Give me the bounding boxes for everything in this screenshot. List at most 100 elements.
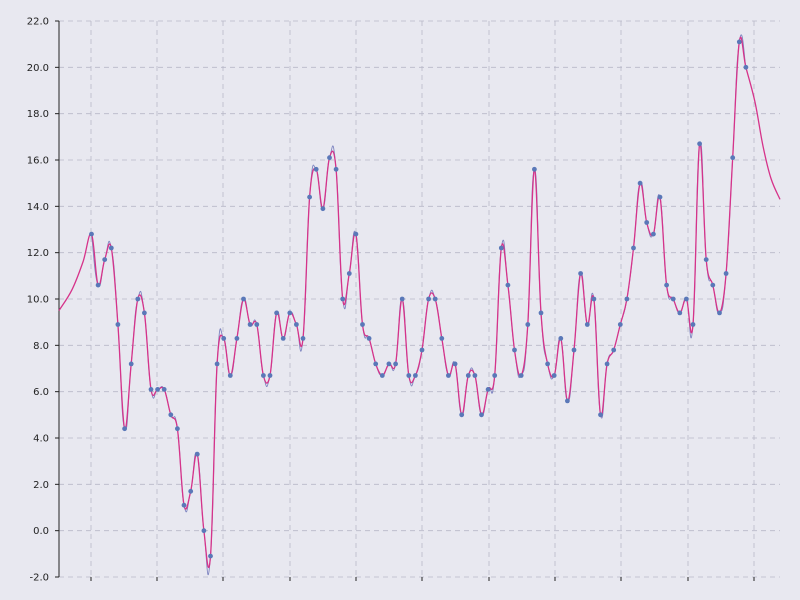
data-point	[142, 310, 147, 316]
data-point	[670, 296, 676, 302]
data-point	[161, 387, 167, 392]
data-point	[313, 166, 319, 172]
y-tick-label: -2.0	[29, 573, 49, 584]
data-point	[128, 361, 134, 367]
data-point	[446, 373, 451, 378]
data-point	[115, 322, 121, 327]
y-tick-label: 18.0	[27, 109, 49, 120]
data-point	[617, 322, 623, 327]
data-point	[584, 322, 590, 327]
data-point	[637, 180, 643, 186]
data-point	[274, 310, 279, 316]
data-point	[472, 373, 478, 378]
data-point	[631, 245, 636, 251]
data-point	[373, 361, 379, 367]
data-point	[571, 347, 577, 353]
data-point	[485, 387, 491, 392]
data-point	[102, 257, 108, 262]
data-point	[148, 387, 154, 392]
data-point	[717, 310, 722, 316]
data-point	[108, 245, 114, 251]
data-point	[320, 206, 326, 212]
data-point	[122, 426, 127, 432]
y-tick-label: 8.0	[33, 341, 49, 352]
data-point	[353, 231, 359, 237]
data-point	[439, 336, 445, 341]
data-point	[492, 373, 498, 378]
data-point	[703, 257, 709, 262]
data-point	[221, 336, 227, 341]
data-point	[479, 412, 484, 418]
y-tick-label: 20.0	[27, 63, 49, 74]
data-point	[551, 373, 557, 378]
data-point	[432, 296, 438, 302]
data-point	[234, 336, 240, 341]
data-point	[267, 373, 273, 378]
data-point	[214, 361, 220, 367]
data-point	[743, 64, 749, 70]
data-point	[565, 398, 570, 404]
data-point	[512, 347, 517, 353]
data-point	[307, 194, 312, 200]
data-point	[518, 373, 524, 378]
data-point	[287, 310, 293, 316]
y-tick-label: 22.0	[27, 17, 49, 28]
data-point	[261, 373, 266, 378]
data-point	[168, 412, 174, 418]
data-point	[624, 296, 630, 302]
data-point	[201, 528, 207, 534]
data-point	[651, 231, 656, 237]
data-points	[89, 39, 749, 559]
data-point	[525, 322, 531, 327]
data-point	[591, 296, 597, 302]
data-point	[498, 245, 504, 251]
y-tick-label: 14.0	[27, 202, 49, 213]
data-point	[194, 451, 200, 457]
data-point	[413, 373, 418, 378]
data-point	[379, 373, 385, 378]
data-point	[505, 282, 511, 288]
data-point	[664, 282, 669, 288]
grid-lines	[59, 20, 780, 578]
data-point	[188, 488, 194, 494]
data-point	[545, 361, 550, 367]
data-point	[155, 387, 161, 392]
axes: -2.0 0.0 2.0 4.0 6.0 8.0 10.0 12.0 14.0 16.0 18.0 2…	[27, 17, 755, 584]
data-point	[241, 296, 246, 302]
data-point	[393, 361, 398, 367]
data-point	[426, 296, 431, 302]
data-point	[736, 39, 742, 45]
data-point	[254, 322, 260, 327]
y-tick-label: 6.0	[33, 387, 49, 398]
data-point	[327, 155, 332, 161]
data-point	[333, 166, 339, 172]
data-point	[604, 361, 610, 367]
data-point	[406, 373, 412, 378]
y-tick-label: 4.0	[33, 434, 49, 445]
data-point	[294, 322, 299, 327]
data-point	[227, 373, 233, 378]
data-point	[95, 282, 101, 288]
y-tick-label: 2.0	[33, 480, 49, 491]
data-point	[730, 155, 736, 161]
data-point	[280, 336, 286, 341]
data-point	[419, 347, 425, 353]
data-point	[366, 336, 372, 341]
data-point	[452, 361, 458, 367]
y-tick-label: 16.0	[27, 156, 49, 167]
data-point	[657, 194, 663, 200]
smoothed-series-line	[58, 36, 781, 568]
data-point	[135, 296, 141, 302]
data-point	[538, 310, 544, 316]
data-point	[684, 296, 689, 302]
smoothed-series	[58, 36, 781, 568]
data-point	[723, 271, 729, 276]
y-tick-label: 10.0	[27, 295, 49, 306]
data-point	[300, 336, 306, 341]
y-tick-label: 0.0	[33, 526, 49, 537]
data-point	[346, 271, 352, 276]
data-point	[598, 412, 603, 418]
data-point	[175, 426, 180, 432]
data-point	[386, 361, 392, 367]
